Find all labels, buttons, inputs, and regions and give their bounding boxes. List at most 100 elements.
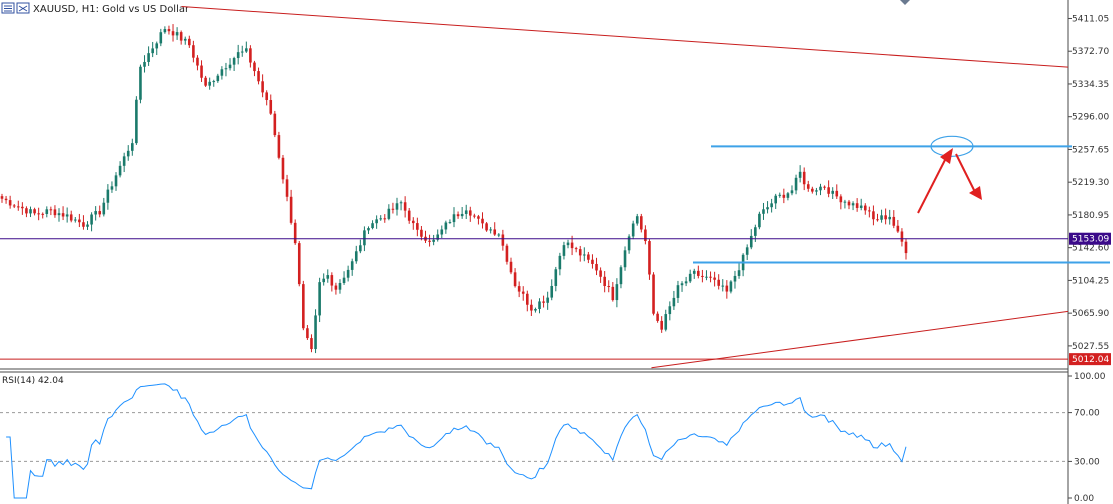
candle-body <box>399 202 403 204</box>
candle-body <box>546 297 549 303</box>
candle-body <box>615 284 619 301</box>
candle-body <box>599 270 602 277</box>
candle-body <box>489 229 492 231</box>
candle-body <box>464 210 468 214</box>
candle-body <box>232 58 236 65</box>
candle-body <box>697 270 700 276</box>
candle-body <box>420 229 423 237</box>
candle-body <box>587 254 590 260</box>
candle-body <box>692 270 696 274</box>
candle-body <box>318 282 321 316</box>
candle-body <box>631 223 635 237</box>
candle-body <box>204 77 207 86</box>
candle-body <box>790 190 794 194</box>
candle-body <box>354 251 358 262</box>
candle-body <box>619 267 623 285</box>
candle-body <box>778 194 782 196</box>
candle-body <box>342 277 346 283</box>
candle-body <box>289 196 293 223</box>
candle-body <box>171 31 175 36</box>
one-click-trading-marker[interactable] <box>900 0 910 5</box>
candle-body <box>395 203 399 210</box>
arrow-down-line <box>955 153 976 193</box>
candle-body <box>766 207 769 210</box>
candle-body <box>179 32 183 41</box>
candle-body <box>896 225 900 232</box>
candle-body <box>192 45 195 58</box>
chart-toolbar-icon-2[interactable] <box>16 2 30 14</box>
candle-body <box>558 255 562 270</box>
candle-body <box>798 171 802 178</box>
candle-body <box>41 213 45 215</box>
price-tick-label: 5257.65 <box>1072 145 1109 155</box>
candle-body <box>566 242 570 246</box>
candle-body <box>98 211 102 215</box>
price-tick-label: 5104.25 <box>1072 276 1109 286</box>
candle-body <box>0 196 4 199</box>
candle-body <box>326 275 330 279</box>
price-tick-label: 5180.95 <box>1072 211 1109 221</box>
candle-body <box>477 216 480 219</box>
candle-body <box>310 338 313 350</box>
candle-body <box>346 269 350 278</box>
candle-body <box>562 245 566 256</box>
price-tick-label: 5372.70 <box>1072 47 1109 57</box>
candle-body <box>375 219 378 224</box>
candle-body <box>285 179 289 197</box>
price-tick-label: 5027.55 <box>1072 342 1109 352</box>
candle-body <box>880 215 883 220</box>
candle-body <box>513 272 517 287</box>
candle-body <box>94 211 97 215</box>
candle-body <box>228 64 232 69</box>
candlestick-series <box>0 24 908 354</box>
candle-body <box>371 223 374 229</box>
candle-body <box>485 223 488 231</box>
candle-body <box>668 306 672 315</box>
candle-body <box>436 234 440 240</box>
candle-body <box>452 214 456 223</box>
candle-body <box>151 48 154 54</box>
candle-body <box>281 157 285 180</box>
candle-body <box>550 285 554 298</box>
candle-body <box>363 230 366 246</box>
candle-body <box>175 32 179 36</box>
candle-body <box>656 313 659 321</box>
candle-body <box>851 203 855 206</box>
candle-body <box>183 38 187 41</box>
candle-body <box>37 213 40 215</box>
candle-body <box>530 304 533 311</box>
price-tick-label: 5219.30 <box>1072 178 1109 188</box>
candle-body <box>815 190 818 192</box>
candle-body <box>717 279 720 286</box>
candle-body <box>126 150 130 157</box>
candle-body <box>884 215 887 220</box>
candle-body <box>49 209 53 211</box>
candle-body <box>208 81 211 86</box>
candle-body <box>574 248 578 250</box>
candle-body <box>391 208 395 210</box>
candle-body <box>253 62 256 72</box>
candle-body <box>403 202 407 211</box>
candle-body <box>725 285 729 292</box>
candle-body <box>61 213 65 217</box>
candle-body <box>847 201 851 206</box>
candle-body <box>802 171 806 185</box>
candle-body <box>676 285 680 298</box>
price-tick-label: 5411.05 <box>1072 14 1109 24</box>
candle-body <box>25 208 28 214</box>
candle-body <box>749 235 753 248</box>
candle-body <box>460 213 464 217</box>
candle-body <box>102 202 106 215</box>
candle-body <box>888 216 892 220</box>
candle-body <box>367 228 370 231</box>
price-tick-label: 5065.90 <box>1072 309 1109 319</box>
candle-body <box>82 222 85 227</box>
chart-toolbar-icon[interactable] <box>1 2 15 14</box>
candle-body <box>416 223 419 230</box>
candle-body <box>688 273 692 282</box>
price-tick-label: 5334.35 <box>1072 80 1109 90</box>
candle-body <box>468 210 472 216</box>
candle-body <box>106 189 110 203</box>
